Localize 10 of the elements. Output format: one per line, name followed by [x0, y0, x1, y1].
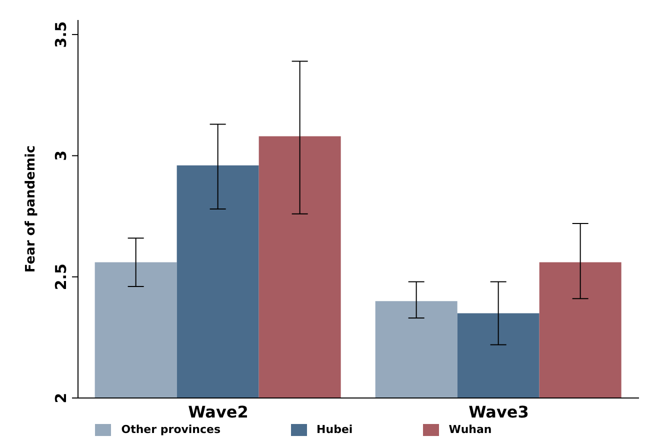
y-tick-label: 3.5: [52, 21, 70, 48]
y-axis-title: Fear of pandemic: [24, 145, 39, 273]
x-tick-label: Wave2: [188, 402, 248, 422]
legend-label: Wuhan: [448, 423, 492, 436]
y-tick-label: 3: [52, 150, 70, 161]
legend-label: Other provinces: [121, 423, 221, 436]
x-tick-label: Wave3: [468, 402, 529, 422]
y-tick-label: 2: [52, 392, 70, 404]
y-tick-label: 2.5: [52, 264, 70, 290]
legend-label: Hubei: [316, 423, 353, 436]
